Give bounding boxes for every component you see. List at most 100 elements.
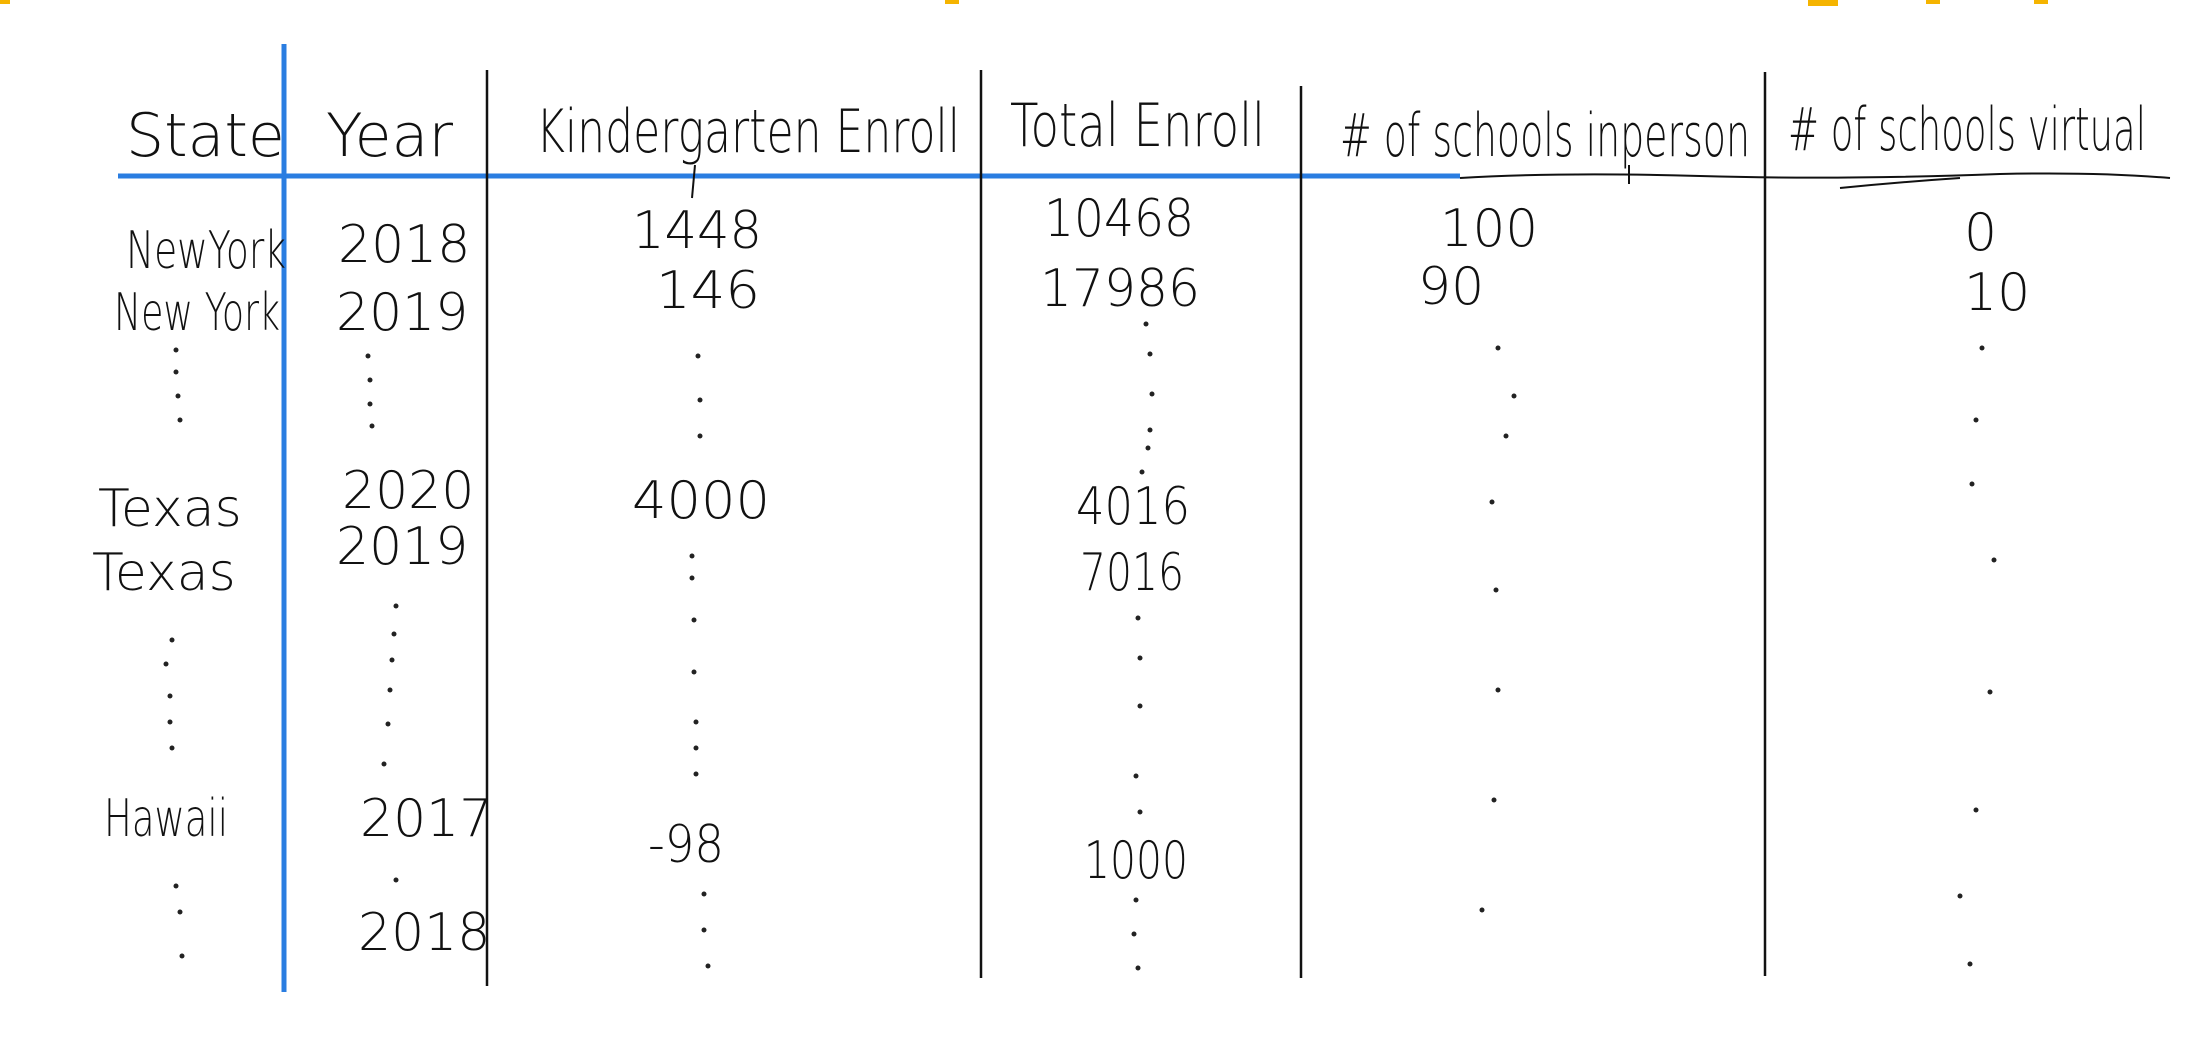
cell-inperson: 90 [1418, 257, 1484, 317]
cell-total: 1000 [1084, 831, 1188, 891]
top-highlight-mark [2034, 0, 2048, 4]
cell-inperson: 100 [1440, 199, 1538, 259]
header-rule-ink [1839, 177, 1961, 189]
top-highlight-mark [0, 0, 10, 4]
ellipsis-dot [385, 721, 391, 727]
cell-kindergarten: 1448 [632, 201, 762, 261]
ellipsis-dot [1511, 393, 1517, 399]
ellipsis-dot [689, 575, 695, 581]
ellipsis-dot [381, 761, 387, 767]
cell-total: 4016 [1076, 477, 1190, 537]
ellipsis-dot [695, 353, 701, 359]
continuation-dots [163, 321, 1997, 971]
ellipsis-dot [1967, 961, 1973, 967]
ellipsis-dot [1495, 687, 1501, 693]
cell-kindergarten: -98 [648, 815, 724, 875]
ellipsis-dot [697, 433, 703, 439]
ellipsis-dot [1135, 615, 1141, 621]
ellipsis-dot [169, 745, 175, 751]
ellipsis-dot [393, 603, 399, 609]
ellipsis-dot [1133, 773, 1139, 779]
ellipsis-dot [1137, 809, 1143, 815]
ellipsis-dot [175, 393, 181, 399]
ellipsis-dot [1137, 655, 1143, 661]
ellipsis-dot [691, 617, 697, 623]
ellipsis-dot [1495, 345, 1501, 351]
ellipsis-dot [1987, 689, 1993, 695]
ellipsis-dot [1979, 345, 1985, 351]
header-schools-inperson: # of schools inperson [1340, 101, 1750, 171]
cell-total: 17986 [1040, 259, 1200, 319]
header-year: Year [326, 101, 453, 171]
ellipsis-dot [1493, 587, 1499, 593]
header-schools-virtual: # of schools virtual [1788, 95, 2146, 165]
ellipsis-dot [179, 953, 185, 959]
cell-virtual: 10 [1964, 263, 2030, 323]
ellipsis-dot [367, 401, 373, 407]
ellipsis-dot [705, 963, 711, 969]
ellipsis-dot [163, 661, 169, 667]
ellipsis-dot [1143, 321, 1149, 327]
ellipsis-dot [1135, 965, 1141, 971]
ellipsis-dot [177, 909, 183, 915]
ellipsis-dot [1131, 931, 1137, 937]
ellipsis-dot [1147, 427, 1153, 433]
ink-tail [691, 164, 696, 199]
cell-state: Hawaii [104, 789, 228, 849]
ellipsis-dot [1479, 907, 1485, 913]
ellipsis-dot [173, 883, 179, 889]
ellipsis-dot [369, 423, 375, 429]
ellipsis-dot [701, 927, 707, 933]
header-total-enroll: Total Enroll [1010, 91, 1265, 161]
cell-state: Texas [92, 543, 236, 603]
ellipsis-dot [1973, 807, 1979, 813]
cell-year: 2018 [358, 903, 490, 963]
header-state: State [126, 101, 285, 171]
ellipsis-dot [1149, 391, 1155, 397]
cell-state: New York [114, 283, 280, 343]
ellipsis-dot [173, 347, 179, 353]
header-kindergarten-enroll: Kindergarten Enroll [536, 97, 960, 167]
ellipsis-dot [1147, 351, 1153, 357]
cell-year: 2019 [336, 283, 468, 343]
ellipsis-dot [693, 745, 699, 751]
ellipsis-dot [1991, 557, 1997, 563]
ellipsis-dot [167, 719, 173, 725]
cell-year: 2018 [338, 215, 470, 275]
ellipsis-dot [693, 771, 699, 777]
cell-year: 2017 [360, 789, 492, 849]
ellipsis-dot [1137, 703, 1143, 709]
ellipsis-dot [387, 687, 393, 693]
cell-kindergarten: 146 [656, 261, 760, 321]
ellipsis-dot [1957, 893, 1963, 899]
ellipsis-dot [701, 891, 707, 897]
cell-virtual: 0 [1964, 203, 1997, 263]
ellipsis-dot [1139, 469, 1145, 475]
ellipsis-dot [693, 719, 699, 725]
ellipsis-dot [1969, 481, 1975, 487]
cell-year: 2019 [336, 517, 468, 577]
cell-year: 2020 [342, 461, 474, 521]
ellipsis-dot [169, 637, 175, 643]
cell-state: Texas [98, 479, 242, 539]
cell-total: 7016 [1080, 543, 1184, 603]
ellipsis-dot [389, 657, 395, 663]
ellipsis-dot [365, 353, 371, 359]
ellipsis-dot [689, 553, 695, 559]
ellipsis-dot [367, 377, 373, 383]
ellipsis-dot [1145, 445, 1151, 451]
ellipsis-dot [173, 369, 179, 375]
top-highlight-mark [1808, 0, 1838, 6]
ellipsis-dot [1489, 499, 1495, 505]
ellipsis-dot [691, 669, 697, 675]
cell-kindergarten: 4000 [632, 471, 770, 531]
top-highlight-mark [1926, 0, 1940, 4]
top-highlight-mark [945, 0, 959, 4]
ellipsis-dot [391, 631, 397, 637]
ellipsis-dot [1491, 797, 1497, 803]
ellipsis-dot [167, 693, 173, 699]
ellipsis-dot [1973, 417, 1979, 423]
header-rule-ink [1459, 172, 2171, 179]
ellipsis-dot [177, 417, 183, 423]
